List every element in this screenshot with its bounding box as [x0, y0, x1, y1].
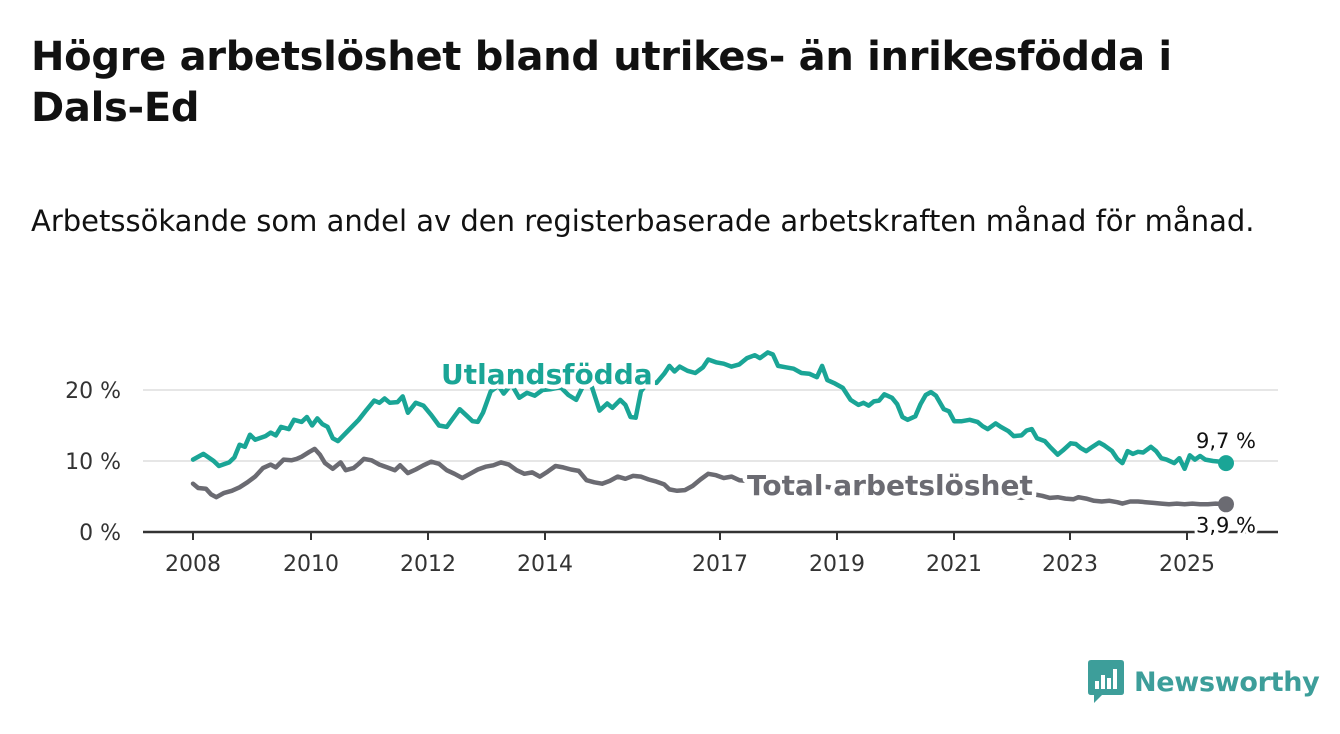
brand-logo: Newsworthy — [1088, 660, 1320, 704]
x-tick-label-2019: 2019 — [809, 552, 865, 577]
x-tick-label-2021: 2021 — [926, 552, 982, 577]
series-label-utlandsfodda-halo: Utlandsfödda — [441, 358, 653, 391]
series-label-utlandsfodda: Utlandsfödda — [441, 358, 653, 391]
x-tick-label-2012: 2012 — [400, 552, 456, 577]
x-tick-label-2025: 2025 — [1159, 552, 1215, 577]
bar-chart-speech-bubble-icon — [1088, 660, 1124, 703]
total-line — [190, 446, 1229, 507]
series-label-total: Total arbetslöshet — [747, 469, 1033, 502]
x-tick-label-2023: 2023 — [1042, 552, 1098, 577]
y-tick-label-10: 10 % — [65, 450, 121, 475]
utlandsfodda-end-label: 9,7 % — [1196, 429, 1256, 453]
x-tick-label-2010: 2010 — [283, 552, 339, 577]
x-tick-label-2017: 2017 — [692, 552, 748, 577]
brand-name: Newsworthy — [1134, 666, 1320, 698]
total-end-label: 3,9 % — [1196, 513, 1256, 537]
y-tick-label-20: 20 % — [65, 379, 121, 404]
series-label-total-halo: Total arbetslöshet — [747, 469, 1033, 502]
x-tick-label-2008: 2008 — [165, 552, 221, 577]
utlandsfodda-line — [190, 350, 1229, 472]
x-tick-label-2014: 2014 — [517, 552, 573, 577]
utlandsfodda-end-label-halo: 9,7 % — [1196, 429, 1256, 453]
utlandsfodda-end-point — [1218, 455, 1234, 472]
chart-subtitle: Arbetssökande som andel av den registerb… — [31, 204, 1255, 238]
chart-title: Högre arbetslöshet bland utrikes- än inr… — [31, 34, 1172, 131]
total-end-label-halo: 3,9 % — [1196, 513, 1256, 537]
y-tick-label-0: 0 % — [79, 521, 121, 546]
total-end-point — [1218, 496, 1234, 513]
